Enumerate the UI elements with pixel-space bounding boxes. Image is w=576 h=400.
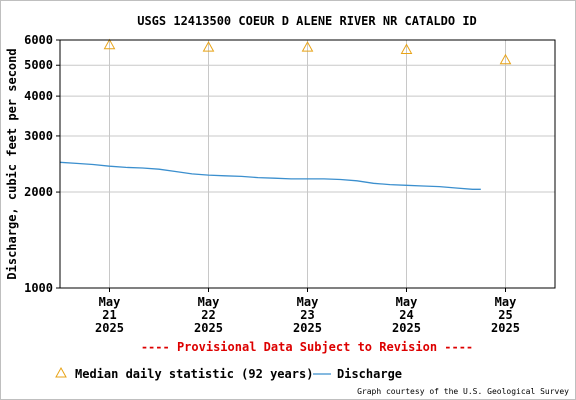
y-tick-label: 2000 xyxy=(24,185,53,199)
x-tick-label: 22 xyxy=(201,308,215,322)
median-point xyxy=(400,43,413,55)
median-point xyxy=(301,41,314,52)
y-tick-label: 5000 xyxy=(24,58,53,72)
y-tick-label: 6000 xyxy=(24,33,53,47)
legend-discharge-label: Discharge xyxy=(337,367,402,381)
x-tick-label: May xyxy=(99,295,121,309)
legend: Median daily statistic (92 years) Discha… xyxy=(55,366,402,381)
x-tick-label: 24 xyxy=(399,308,413,322)
y-axis: 1000 2000 3000 4000 5000 6000 xyxy=(24,33,60,295)
provisional-notice: ---- Provisional Data Subject to Revisio… xyxy=(141,340,473,354)
y-tick-label: 1000 xyxy=(24,281,53,295)
chart-title: USGS 12413500 COEUR D ALENE RIVER NR CAT… xyxy=(137,14,477,28)
series-layer xyxy=(59,38,512,190)
median-point xyxy=(103,38,116,50)
x-tick-label: 2025 xyxy=(194,321,223,335)
x-tick-label: 25 xyxy=(498,308,512,322)
y-axis-label: Discharge, cubic feet per second xyxy=(5,48,19,279)
x-tick-label: 2025 xyxy=(491,321,520,335)
x-axis: May212025May222025May232025May242025May2… xyxy=(95,288,520,335)
median-point xyxy=(202,41,215,52)
grid-lines xyxy=(60,39,555,289)
x-tick-label: May xyxy=(297,295,319,309)
x-tick-label: 2025 xyxy=(392,321,421,335)
x-tick-label: 2025 xyxy=(293,321,322,335)
y-tick-label: 4000 xyxy=(24,89,53,103)
median-point xyxy=(499,53,512,65)
x-tick-label: 2025 xyxy=(95,321,124,335)
x-tick-label: 23 xyxy=(300,308,314,322)
legend-median-marker xyxy=(55,366,67,378)
legend-median-label: Median daily statistic (92 years) xyxy=(75,367,313,381)
graph-credit: Graph courtesy of the U.S. Geological Su… xyxy=(357,387,569,396)
discharge-series-line xyxy=(59,161,481,190)
x-tick-label: May xyxy=(396,295,418,309)
x-tick-label: May xyxy=(198,295,220,309)
x-tick-label: 21 xyxy=(102,308,116,322)
y-tick-label: 3000 xyxy=(24,129,53,143)
x-tick-label: May xyxy=(495,295,517,309)
